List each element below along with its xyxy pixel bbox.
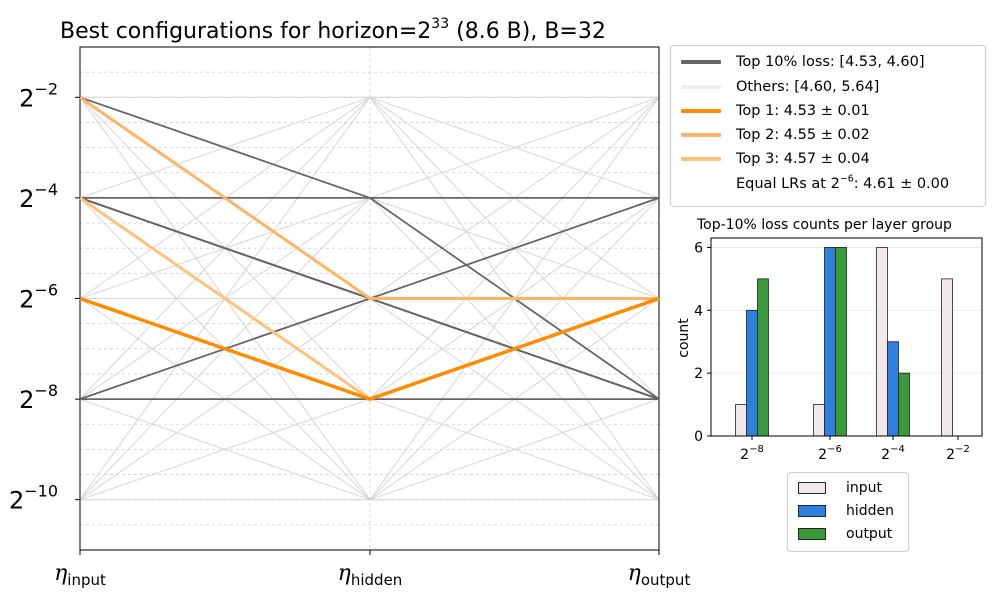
bar-y-tick-label: 6: [694, 240, 703, 256]
bar-x-tick-label: 2−6: [818, 444, 842, 463]
legend-swatch-top2: [681, 133, 721, 137]
bar-chart: Top-10% loss counts per layer group 0 2 4 6 c…: [676, 217, 983, 463]
y-tick-label: 2−10: [9, 482, 58, 515]
others-line: [79, 197, 660, 501]
bar-input: [813, 404, 825, 437]
parallel-coordinates-plot: 2−2 2−4 2−6 2−8 2−10 ηinput ηhidden ηoutput: [9, 46, 691, 589]
top1-line: [79, 296, 660, 401]
others-line: [80, 96, 660, 199]
y-tick-label: 2−6: [19, 281, 58, 314]
bar-y-axis-label: count: [676, 318, 692, 358]
bar-legend-swatch-input: [798, 482, 826, 494]
bar-chart-title: Top-10% loss counts per layer group: [696, 217, 952, 233]
bar-legend: input hidden output: [787, 472, 909, 552]
bar-plot-frame: [710, 237, 983, 437]
bar-x-tick-label: 2−2: [946, 444, 970, 463]
bar-legend-swatch-output: [798, 528, 826, 540]
legend-swatch-top1: [681, 109, 721, 113]
bar-input: [941, 278, 953, 437]
bar-y-tick-label: 2: [694, 366, 703, 382]
bar-hidden: [824, 247, 836, 437]
y-tick-label: 2−4: [19, 180, 58, 213]
x-axis-label-input: ηinput: [54, 561, 106, 589]
others-line: [79, 96, 659, 400]
bar-x-tick-label: 2−8: [740, 444, 764, 463]
others-line: [79, 197, 659, 501]
others-line: [79, 398, 659, 501]
y-tick-label: 2−2: [19, 79, 58, 112]
bar-hidden: [746, 309, 758, 437]
bar-output: [898, 372, 910, 437]
bar-y-tick-label: 0: [694, 429, 703, 445]
legend-swatch-others: [681, 85, 721, 89]
bar-x-tick-label: 2−4: [881, 444, 905, 463]
bar-input: [876, 247, 888, 437]
chart-title-exponent: 33: [431, 16, 449, 32]
bar-y-tick-label: 4: [694, 303, 703, 319]
bar-output: [757, 278, 769, 437]
line-legend: Top 10% loss: [4.53, 4.60] Others: [4.60…: [670, 45, 986, 207]
chart-title: Best configurations for horizon=233 (8.6…: [60, 16, 606, 44]
legend-swatch-top10: [681, 60, 721, 64]
others-line: [79, 96, 660, 400]
y-tick-label: 2−8: [19, 381, 58, 414]
x-axis-label-hidden: ηhidden: [338, 561, 403, 589]
legend-swatch-top3: [681, 157, 721, 161]
bar-legend-swatch-hidden: [798, 505, 826, 517]
x-axis-label-output: ηoutput: [628, 561, 691, 589]
others-line: [79, 398, 660, 501]
bar-hidden: [887, 341, 899, 437]
top2-line: [79, 96, 659, 300]
bar-output: [835, 247, 847, 437]
bar-input: [735, 404, 747, 437]
others-line: [80, 398, 660, 501]
